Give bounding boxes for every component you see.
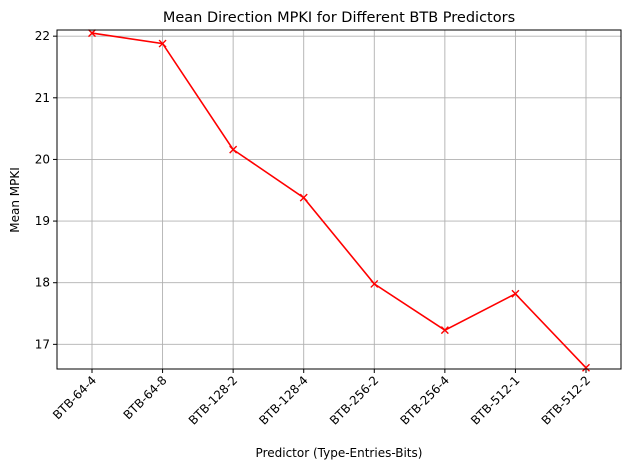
y-tick-label: 19 — [35, 214, 50, 228]
x-tick-label: BTB-128-4 — [256, 373, 310, 427]
x-tick-label: BTB-512-2 — [539, 373, 593, 427]
x-tick-label: BTB-64-4 — [50, 373, 99, 422]
x-axis-ticks: BTB-64-4 BTB-64-8 BTB-128-2 BTB-128-4 BTB-25… — [50, 369, 593, 428]
data-point-marker — [299, 193, 308, 202]
x-axis-label: Predictor (Type-Entries-Bits) — [256, 446, 423, 460]
data-point-marker — [440, 326, 449, 335]
series-markers — [88, 29, 590, 372]
x-tick-label: BTB-512-1 — [468, 373, 522, 427]
y-tick-label: 18 — [35, 276, 50, 290]
y-axis-label: Mean MPKI — [8, 167, 22, 233]
y-tick-label: 22 — [35, 29, 50, 43]
plot-frame — [56, 29, 622, 370]
data-point-marker — [229, 145, 238, 154]
data-point-marker — [370, 279, 379, 288]
data-point-marker — [582, 363, 590, 372]
x-tick-label: BTB-128-2 — [186, 373, 240, 427]
data-point-marker — [158, 39, 167, 48]
chart-title: Mean Direction MPKI for Different BTB Pr… — [163, 10, 515, 26]
grid-lines — [57, 30, 621, 369]
y-axis-ticks: 17 18 19 20 21 22 — [35, 29, 57, 351]
data-point-marker — [511, 289, 520, 298]
x-tick-label: BTB-64-8 — [121, 373, 170, 422]
y-tick-label: 20 — [35, 152, 50, 166]
y-tick-label: 17 — [35, 337, 50, 351]
series-line — [91, 32, 587, 369]
x-tick-label: BTB-256-2 — [327, 373, 381, 427]
x-tick-label: BTB-256-4 — [398, 373, 452, 427]
data-point-marker — [88, 29, 96, 38]
y-tick-label: 21 — [35, 91, 50, 105]
